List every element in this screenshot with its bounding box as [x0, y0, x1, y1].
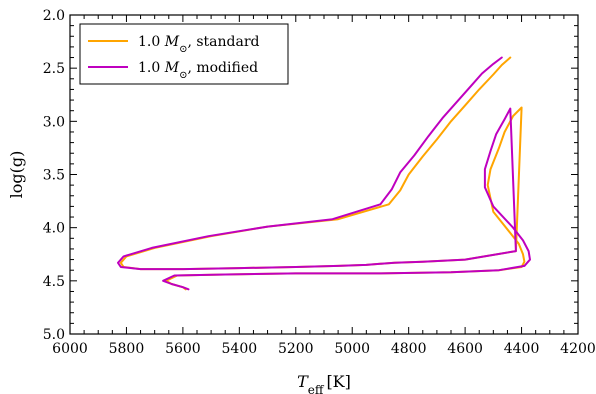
x-axis-subscript: eff — [308, 383, 325, 394]
x-tick-label: 5000 — [334, 341, 370, 357]
y-tick-label: 4.0 — [43, 221, 65, 237]
x-tick-label: 4600 — [447, 341, 483, 357]
y-axis-label: log(g) — [7, 151, 26, 199]
x-tick-label: 6000 — [52, 341, 88, 357]
y-tick-label: 4.5 — [43, 274, 65, 290]
y-tick-label: 3.0 — [43, 114, 65, 130]
legend-label-standard: 1.0 M⊙, standard — [138, 34, 260, 55]
x-axis-symbol: T — [297, 372, 309, 391]
x-tick-label: 5400 — [222, 341, 258, 357]
x-tick-label: 5600 — [165, 341, 201, 357]
x-tick-label: 4800 — [391, 341, 427, 357]
x-tick-label: 5200 — [278, 341, 314, 357]
x-tick-label: 5800 — [109, 341, 145, 357]
legend-label-modified: 1.0 M⊙, modified — [138, 60, 258, 81]
y-tick-label: 2.0 — [43, 8, 65, 24]
x-axis-label: Teff [K] — [297, 372, 351, 394]
y-tick-label: 3.5 — [43, 168, 65, 184]
series-line-standard — [119, 56, 526, 291]
y-tick-label: 2.5 — [43, 61, 65, 77]
x-tick-label: 4200 — [560, 341, 596, 357]
legend: 1.0 M⊙, standard 1.0 M⊙, modified — [79, 23, 289, 85]
x-tick-label: 4400 — [504, 341, 540, 357]
legend-box — [79, 23, 289, 85]
tick-labels-layer: 6000 5800 5600 5400 5200 5000 4800 4600 4400 4200… — [43, 8, 596, 357]
y-tick-label: 5.0 — [43, 327, 65, 343]
x-axis-unit: [K] — [326, 372, 350, 391]
ticks-layer — [69, 14, 579, 335]
series-layer — [117, 56, 531, 291]
series-line-modified — [117, 56, 531, 291]
